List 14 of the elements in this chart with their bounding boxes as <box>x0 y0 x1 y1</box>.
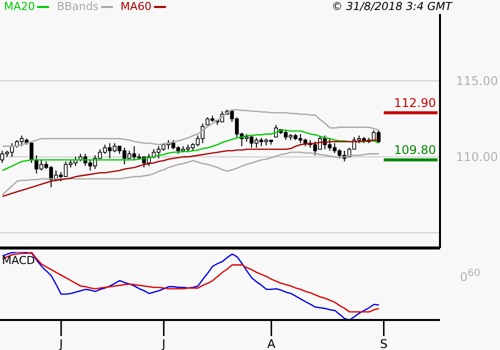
text: 0$^{60}$ <box>460 268 480 284</box>
legend-label: BBands <box>57 0 99 13</box>
x-tick-label: A <box>267 337 276 350</box>
legend-label: MA20 <box>4 0 36 13</box>
y-tick-label: 110.00 <box>456 150 498 164</box>
x-tick-label: S <box>380 337 388 350</box>
chart-title: MACD <box>2 254 35 267</box>
line-series <box>2 152 380 196</box>
y-tick-label: 115.00 <box>456 74 498 88</box>
legend-label: MA60 <box>120 0 152 13</box>
candlestick <box>30 142 34 164</box>
ref-line-label: 109.80 <box>394 142 436 157</box>
ref-line-label: 112.90 <box>394 96 436 110</box>
text: © 31/8/2018 3:4 GMT <box>332 0 452 13</box>
